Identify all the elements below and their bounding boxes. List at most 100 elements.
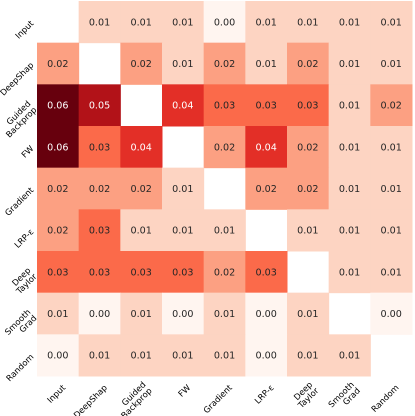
heatmap-cell-4-1 — [78, 167, 121, 210]
heatmap-cell-7-3 — [162, 292, 205, 335]
heatmap-cell-4-2 — [120, 167, 163, 210]
cell-value-label-5-1: 0.03 — [89, 226, 110, 237]
cell-value-label-7-5: 0.00 — [255, 309, 276, 320]
heatmap-cell-0-1 — [78, 1, 121, 44]
cell-value-label-4-8: 0.01 — [380, 184, 401, 195]
cell-value-label-6-7: 0.01 — [339, 267, 360, 278]
heatmap-cell-6-7 — [328, 251, 371, 294]
heatmap-cell-8-6 — [287, 334, 330, 377]
cell-value-label-0-3: 0.01 — [172, 17, 193, 28]
cell-value-label-0-1: 0.01 — [89, 17, 110, 28]
heatmap-cell-4-3 — [162, 167, 205, 210]
heatmap-cell-4-7 — [328, 167, 371, 210]
column-label-smooth-grad: SmoothGrad — [326, 379, 362, 415]
cell-value-label-2-3: 0.04 — [172, 101, 193, 112]
cell-value-label-6-1: 0.03 — [89, 267, 110, 278]
cell-value-label-8-0: 0.00 — [47, 351, 68, 362]
cell-value-label-0-6: 0.01 — [297, 17, 318, 28]
heatmap-cell-5-4 — [203, 209, 246, 252]
heatmap-cell-6-0 — [37, 251, 80, 294]
heatmap-cell-3-6 — [287, 126, 330, 169]
heatmap-cell-8-7 — [328, 334, 371, 377]
cell-value-label-8-4: 0.01 — [214, 351, 235, 362]
heatmap-cell-5-8 — [370, 209, 413, 252]
cell-value-label-4-7: 0.01 — [339, 184, 360, 195]
cell-value-label-5-7: 0.01 — [339, 226, 360, 237]
heatmap-cell-2-0 — [37, 84, 80, 127]
heatmap-cell-8-4 — [203, 334, 246, 377]
cell-value-label-4-5: 0.02 — [255, 184, 276, 195]
column-label-guided-backprop: GuidedBackprop — [113, 379, 154, 416]
row-label-deepshap: DeepShap — [0, 60, 36, 98]
cell-value-label-1-5: 0.01 — [255, 59, 276, 70]
cell-value-label-0-7: 0.01 — [339, 17, 360, 28]
cell-value-label-0-5: 0.01 — [255, 17, 276, 28]
heatmap-cell-7-8 — [370, 292, 413, 335]
row-label-random: Random — [4, 352, 36, 384]
cell-value-label-1-7: 0.01 — [339, 59, 360, 70]
heatmap-cell-6-1 — [78, 251, 121, 294]
cell-value-label-7-3: 0.00 — [172, 309, 193, 320]
heatmap-cell-8-0 — [37, 334, 80, 377]
heatmap-cell-6-2 — [120, 251, 163, 294]
heatmap-cell-6-8 — [370, 251, 413, 294]
heatmap-cell-1-5 — [245, 42, 288, 85]
column-label-lrp: LRP-ε — [252, 382, 275, 405]
heatmap-cell-7-0 — [37, 292, 80, 335]
cell-value-label-1-6: 0.02 — [297, 59, 318, 70]
cell-value-label-3-8: 0.01 — [380, 142, 401, 153]
row-label-deep-taylor: DeepTaylor — [7, 265, 39, 297]
heatmap-cell-3-4 — [203, 126, 246, 169]
cell-value-label-8-3: 0.01 — [172, 351, 193, 362]
heatmap-cell-0-3 — [162, 1, 205, 44]
heatmap-cell-0-8 — [370, 1, 413, 44]
heatmap-cell-4-5 — [245, 167, 288, 210]
heatmap-cell-6-5 — [245, 251, 288, 294]
heatmap-cell-1-4 — [203, 42, 246, 85]
column-label-deepshap: DeepShap — [71, 382, 109, 416]
heatmap-cell-7-4 — [203, 292, 246, 335]
cell-value-label-3-6: 0.02 — [297, 142, 318, 153]
cell-value-label-1-8: 0.01 — [380, 59, 401, 70]
heatmap-cell-1-8 — [370, 42, 413, 85]
cell-value-label-8-6: 0.01 — [297, 351, 318, 362]
cell-value-label-2-1: 0.05 — [89, 101, 110, 112]
heatmap-cells: 0.01 0.01 0.01 0.00 0.01 0.01 0.01 0.01 0.02 0.02… — [37, 1, 413, 377]
cell-value-label-7-1: 0.00 — [89, 309, 110, 320]
cell-value-label-6-5: 0.03 — [255, 267, 276, 278]
cell-value-label-3-4: 0.02 — [214, 142, 235, 153]
heatmap-cell-3-2 — [120, 126, 163, 169]
row-label-input: Input — [13, 18, 36, 41]
cell-value-label-6-8: 0.01 — [380, 267, 401, 278]
cell-value-label-7-0: 0.01 — [47, 309, 68, 320]
heatmap-cell-1-3 — [162, 42, 205, 85]
heatmap-cell-2-6 — [287, 84, 330, 127]
row-label-smooth-grad: SmoothGrad — [3, 307, 39, 343]
heatmap-cell-8-1 — [78, 334, 121, 377]
cell-value-label-5-6: 0.01 — [297, 226, 318, 237]
heatmap-cell-3-8 — [370, 126, 413, 169]
cell-value-label-7-2: 0.01 — [130, 309, 151, 320]
column-label-input: Input — [45, 382, 68, 405]
cell-value-label-3-0: 0.06 — [47, 142, 68, 153]
cell-value-label-3-1: 0.03 — [89, 142, 110, 153]
heatmap-cell-1-6 — [287, 42, 330, 85]
cell-value-label-5-8: 0.01 — [380, 226, 401, 237]
heatmap-cell-7-2 — [120, 292, 163, 335]
heatmap-cell-2-3 — [162, 84, 205, 127]
cell-value-label-7-8: 0.00 — [380, 309, 401, 320]
row-label-gradient: Gradient — [3, 184, 36, 217]
heatmap-cell-4-6 — [287, 167, 330, 210]
heatmap-cell-3-5 — [245, 126, 288, 169]
heatmap-cell-6-3 — [162, 251, 205, 294]
cell-value-label-3-7: 0.01 — [339, 142, 360, 153]
column-label-fw: FW — [176, 382, 192, 398]
column-label-random: Random — [369, 382, 401, 414]
heatmap-cell-0-7 — [328, 1, 371, 44]
cell-value-label-6-3: 0.03 — [172, 267, 193, 278]
cell-value-label-1-2: 0.02 — [130, 59, 151, 70]
heatmap-cell-7-5 — [245, 292, 288, 335]
heatmap-cell-0-5 — [245, 1, 288, 44]
